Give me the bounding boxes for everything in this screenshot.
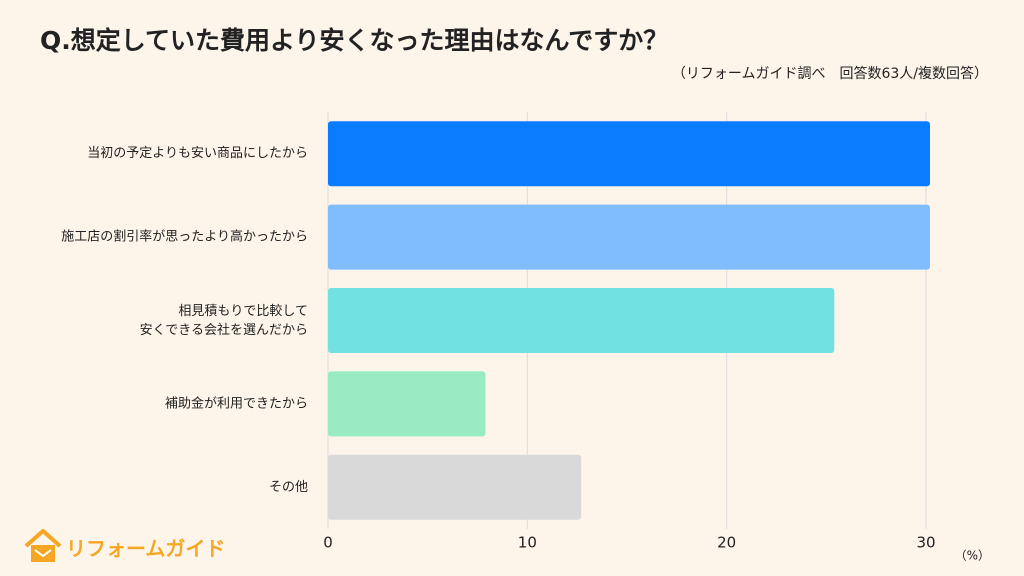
chart-subtitle: （リフォームガイド調べ 回答数63人/複数回答） — [672, 65, 988, 82]
y-tick-label: その他 — [269, 480, 308, 495]
x-unit-label: （%） — [955, 549, 990, 563]
x-tick-label: 10 — [518, 534, 537, 552]
logo-icon — [24, 529, 62, 562]
y-tick-label: 当初の予定よりも安い商品にしたから — [87, 146, 308, 161]
bar — [328, 288, 835, 353]
bar — [328, 371, 486, 437]
bar — [328, 454, 582, 520]
bar — [328, 204, 930, 270]
bar — [328, 121, 930, 187]
y-tick-label: 相見積もりで比較して安くできる会社を選んだから — [140, 304, 308, 338]
chart-title: Q.想定していた費用より安くなった理由はなんですか？ — [40, 26, 668, 55]
x-tick-label: 30 — [916, 534, 935, 552]
x-tick-label: 20 — [717, 534, 736, 552]
y-tick-label: 施工店の割引率が思ったより高かったから — [61, 229, 308, 245]
x-tick-label: 0 — [323, 534, 333, 552]
y-tick-label: 補助金が利用できたから — [165, 395, 308, 411]
logo-text: リフォームガイド — [66, 537, 225, 561]
